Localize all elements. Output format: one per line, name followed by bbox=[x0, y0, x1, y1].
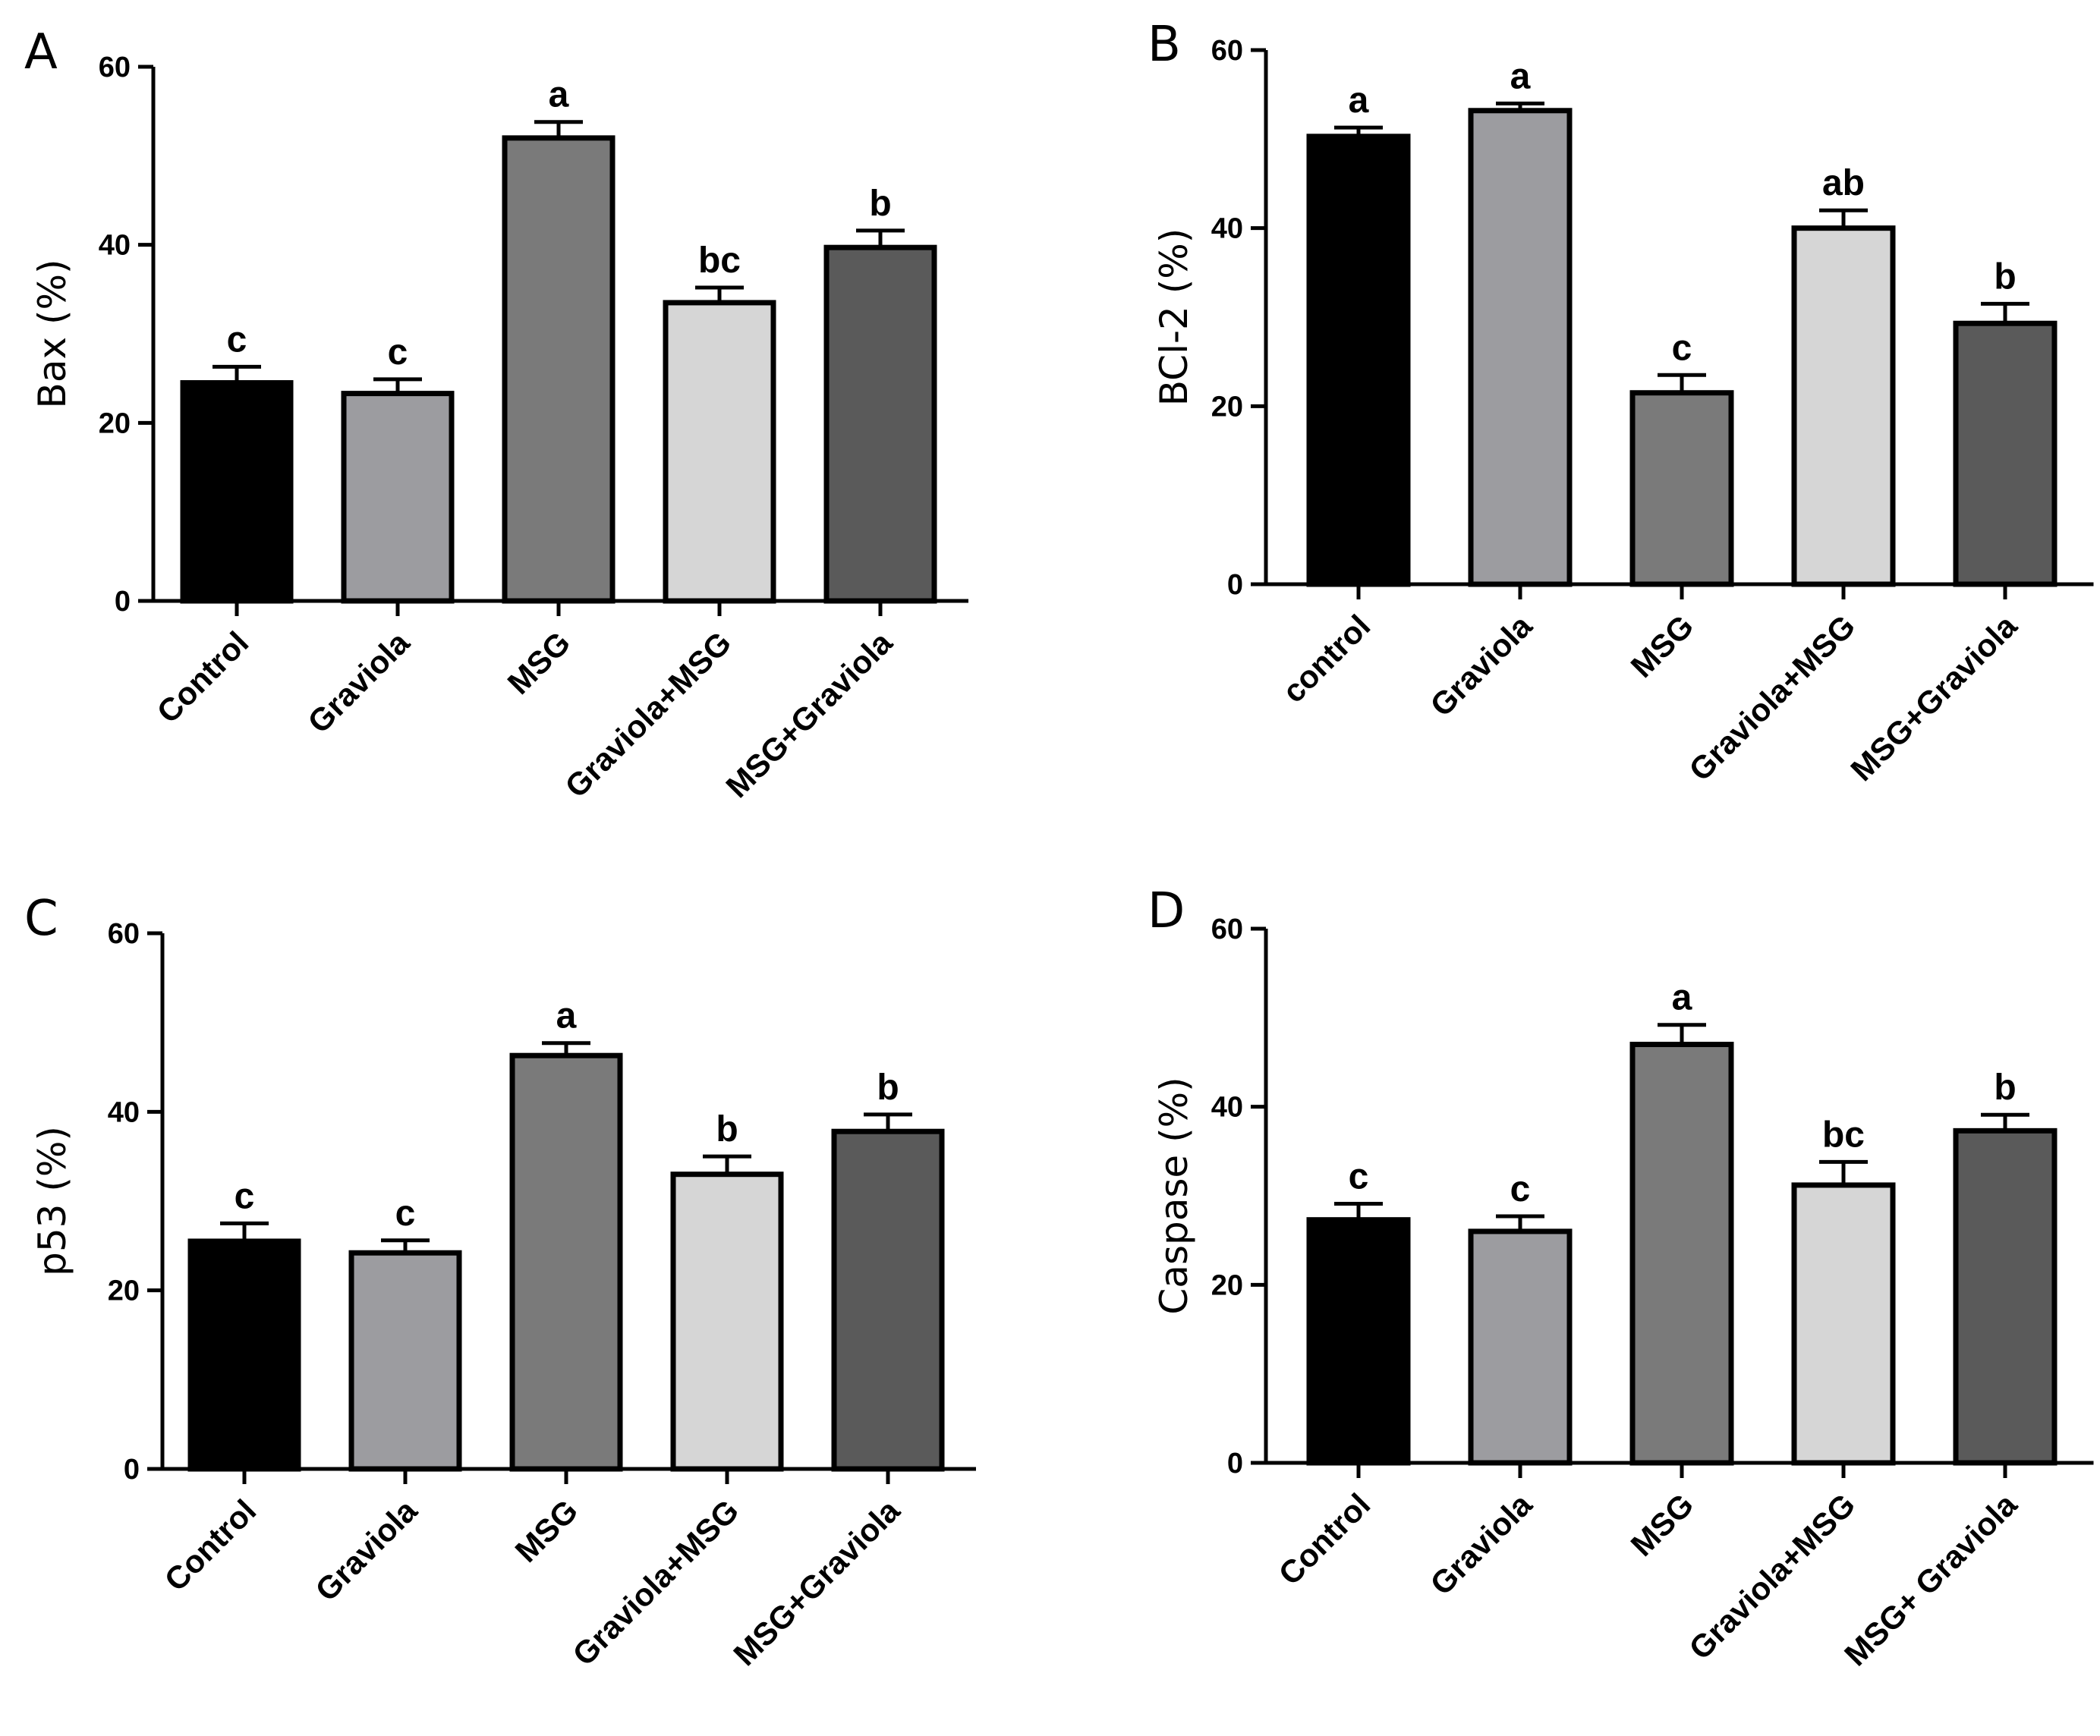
x-tick-label: MSG+Graviola bbox=[726, 1492, 907, 1673]
significance-label: ab bbox=[1822, 163, 1865, 203]
bar-msg bbox=[509, 1052, 623, 1472]
x-tick-label: Graviola+MSG bbox=[1682, 1486, 1862, 1666]
x-tick-label: Graviola+MSG bbox=[565, 1492, 745, 1672]
significance-label: a bbox=[556, 996, 577, 1036]
x-tick-label: Graviola+MSG bbox=[1682, 608, 1862, 788]
y-tick-label: 20 bbox=[99, 407, 131, 439]
significance-label: a bbox=[1349, 80, 1369, 121]
y-tick-label: 40 bbox=[1211, 1092, 1243, 1124]
y-tick-label: 40 bbox=[99, 230, 131, 262]
bar-msg-graviola bbox=[1953, 1127, 2057, 1466]
x-tick-label: Graviola bbox=[1423, 1486, 1539, 1602]
significance-label: b bbox=[877, 1068, 899, 1108]
bar-graviola bbox=[348, 1250, 462, 1472]
x-tick-label: MSG+ Graviola bbox=[1837, 1486, 2024, 1673]
y-tick-label: 40 bbox=[108, 1096, 140, 1128]
bar-control bbox=[187, 1238, 301, 1472]
bar-msg bbox=[1629, 1042, 1734, 1466]
x-tick-label: MSG bbox=[508, 1492, 584, 1569]
panel-letter: B bbox=[1148, 17, 1181, 73]
x-tick-label: MSG bbox=[500, 624, 577, 701]
bar-msg-graviola bbox=[823, 244, 937, 604]
x-tick-label: Graviola bbox=[308, 1492, 424, 1609]
y-axis-label: Caspase (%) bbox=[1152, 1077, 1196, 1314]
x-tick-label: MSG+Graviola bbox=[719, 624, 899, 805]
bar-control bbox=[180, 380, 294, 604]
y-axis-label: BCl-2 (%) bbox=[1152, 228, 1196, 407]
bar-graviola bbox=[1468, 108, 1573, 587]
y-tick-label: 60 bbox=[1211, 914, 1243, 945]
bar-msg bbox=[502, 135, 616, 604]
significance-label: c bbox=[388, 332, 408, 373]
significance-label: bc bbox=[698, 241, 741, 281]
y-tick-label: 40 bbox=[1211, 213, 1243, 245]
bar-graviola-msg bbox=[1791, 1182, 1896, 1466]
significance-label: b bbox=[869, 184, 891, 224]
y-tick-label: 20 bbox=[108, 1275, 140, 1307]
significance-label: c bbox=[1510, 1169, 1531, 1209]
y-tick-label: 0 bbox=[1227, 1448, 1243, 1480]
significance-label: a bbox=[1510, 56, 1531, 96]
x-tick-label: Graviola+MSG bbox=[558, 624, 738, 804]
x-tick-label: Graviola bbox=[301, 624, 417, 741]
x-tick-label: MSG bbox=[1623, 608, 1700, 684]
significance-label: c bbox=[395, 1194, 416, 1234]
bar-graviola bbox=[1468, 1228, 1573, 1466]
y-tick-label: 60 bbox=[99, 52, 131, 83]
bar-msg-graviola bbox=[831, 1128, 945, 1472]
bar-graviola-msg bbox=[670, 1171, 784, 1472]
bar-graviola-msg bbox=[663, 300, 776, 604]
bar-graviola bbox=[341, 391, 455, 604]
x-tick-label: Graviola bbox=[1423, 608, 1539, 724]
panel-letter: D bbox=[1148, 883, 1185, 939]
panel-b: B 0 20 40 60 BCl-2 (%) a control a Graviola c MSG ab… bbox=[1148, 17, 2094, 788]
y-tick-label: 0 bbox=[124, 1454, 140, 1486]
x-tick-label: Control bbox=[158, 1492, 263, 1598]
x-tick-label: MSG+Graviola bbox=[1843, 608, 2024, 788]
significance-label: b bbox=[1994, 256, 2016, 297]
bar-control bbox=[1306, 134, 1411, 587]
significance-label: c bbox=[1349, 1157, 1369, 1197]
significance-label: a bbox=[1672, 978, 1692, 1018]
panel-c: C 0 20 40 60 p53 (%) c Control c Graviola a MSG b Gra… bbox=[24, 891, 976, 1672]
panel-d: D 0 20 40 60 Caspase (%) c Control c Graviola a MSG… bbox=[1148, 883, 2094, 1672]
significance-label: bc bbox=[1822, 1115, 1865, 1155]
y-tick-label: 0 bbox=[115, 586, 131, 618]
y-tick-label: 60 bbox=[1211, 35, 1243, 67]
y-tick-label: 0 bbox=[1227, 569, 1243, 601]
x-tick-label: MSG bbox=[1623, 1486, 1700, 1563]
y-tick-label: 20 bbox=[1211, 391, 1243, 423]
y-axis-label: p53 (%) bbox=[30, 1126, 74, 1276]
significance-label: a bbox=[549, 75, 569, 115]
panel-letter: C bbox=[24, 891, 58, 947]
significance-label: c bbox=[227, 319, 247, 360]
x-tick-label: Control bbox=[1272, 1486, 1377, 1592]
panel-letter: A bbox=[24, 24, 58, 80]
y-tick-label: 60 bbox=[108, 918, 140, 950]
panel-a: A 0 20 40 60 Bax (%) c Control c Graviola a MSG bc Gr… bbox=[24, 24, 968, 804]
bar-msg bbox=[1629, 390, 1734, 587]
bar-graviola-msg bbox=[1791, 225, 1896, 587]
significance-label: c bbox=[1672, 328, 1692, 368]
x-tick-label: control bbox=[1275, 608, 1377, 709]
significance-label: b bbox=[716, 1109, 738, 1149]
significance-label: b bbox=[1994, 1068, 2016, 1108]
y-tick-label: 20 bbox=[1211, 1269, 1243, 1301]
y-axis-label: Bax (%) bbox=[30, 259, 74, 409]
bar-msg-graviola bbox=[1953, 320, 2057, 587]
x-tick-label: Control bbox=[150, 624, 256, 730]
significance-label: c bbox=[235, 1176, 255, 1216]
bar-control bbox=[1306, 1217, 1411, 1466]
